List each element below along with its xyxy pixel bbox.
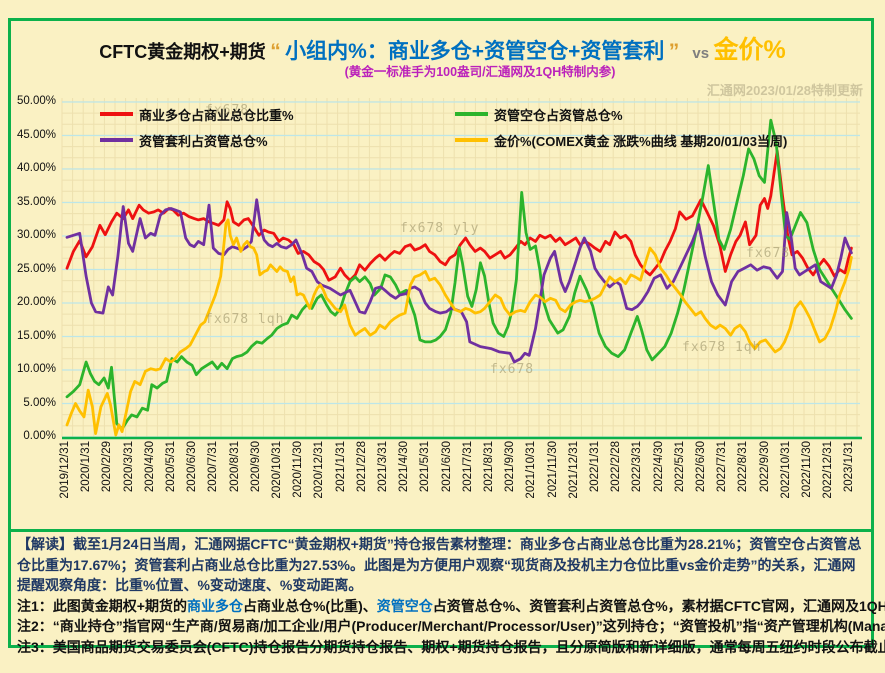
- x-tick-label: 2022/9/30: [758, 441, 771, 493]
- title-open-quote: “: [270, 40, 281, 63]
- note-text: 【解读】截至1月24日当周，汇通网据CFTC“黄金期权+期货”持仓报告素材整理：…: [17, 536, 862, 593]
- x-tick-label: 2022/2/28: [610, 441, 623, 493]
- y-tick-label: 25.00%: [16, 262, 56, 275]
- note-3: 注3：美国商品期货交易委员会(CFTC)持仓报告分期货持仓报告、期权+期货持仓报…: [17, 637, 885, 658]
- x-tick-label: 2022/5/31: [673, 441, 686, 493]
- y-tick-label: 30.00%: [16, 229, 56, 241]
- x-tick-label: 2020/5/31: [165, 441, 177, 493]
- fx678-watermark: fx678 1qh: [682, 340, 762, 355]
- x-tick-label: 2021/2/28: [355, 441, 368, 493]
- line-chart: [61, 98, 862, 440]
- x-tick-label: 2022/7/31: [716, 441, 729, 493]
- x-tick-label: 2021/10/31: [525, 441, 538, 499]
- y-tick-label: 10.00%: [16, 363, 56, 375]
- legend-item-0: 商业多仓占商业总仓比重%: [100, 106, 294, 123]
- y-tick-label: 45.00%: [16, 128, 56, 141]
- y-tick-label: 5.00%: [23, 396, 56, 409]
- note-text: 注3：美国商品期货交易委员会(CFTC)持仓报告分期货持仓报告、期权+期货持仓报…: [17, 638, 885, 655]
- x-tick-label: 2020/1/31: [80, 441, 93, 493]
- x-tick-label: 2020/11/30: [292, 441, 305, 498]
- x-tick-label: 2021/3/31: [377, 441, 389, 493]
- legend-item-1: 资管空仓占资管总仓%: [455, 106, 623, 123]
- x-tick-label: 2021/11/30: [546, 441, 559, 498]
- x-tick-label: 2019/12/31: [59, 441, 71, 499]
- note-text: 占商业总仓%(比重)、: [242, 597, 377, 614]
- title-main: 小组内%：商业多仓+资管空仓+资管套利: [285, 40, 665, 63]
- fx678-watermark: fx678 yly: [400, 221, 480, 236]
- notes-box: 【解读】截至1月24日当周，汇通网据CFTC“黄金期权+期货”持仓报告素材整理：…: [8, 531, 885, 655]
- y-tick-label: 0.00%: [23, 430, 56, 442]
- legend-label: 金价%(COMEX黄金 涨跌%曲线 基期20/01/03当周): [494, 133, 788, 149]
- x-tick-label: 2020/10/31: [271, 441, 283, 499]
- y-tick-label: 40.00%: [16, 162, 56, 174]
- legend-label: 商业多仓占商业总仓比重%: [139, 107, 294, 123]
- x-tick-label: 2023/1/31: [843, 441, 856, 493]
- x-tick-label: 2020/6/30: [186, 441, 199, 493]
- legend-swatch-icon: [455, 138, 488, 142]
- page-title: CFTC黄金期权+期货 “ 小组内%：商业多仓+资管空仓+资管套利 ” vs 金…: [0, 30, 885, 66]
- fx678-watermark: fx678: [490, 362, 535, 377]
- y-tick-label: 50.00%: [16, 95, 56, 107]
- fx678-watermark: fx678 lqh: [205, 312, 285, 327]
- x-tick-label: 2021/6/30: [440, 441, 453, 493]
- series-line-1: [65, 118, 853, 431]
- series-line-2: [65, 198, 853, 364]
- note-1: 注1：此图黄金期权+期货的商业多仓占商业总仓%(比重)、资管空仓占资管总仓%、资…: [17, 596, 885, 617]
- x-tick-label: 2022/6/30: [695, 441, 707, 493]
- y-tick-label: 35.00%: [16, 195, 56, 208]
- x-tick-label: 2020/7/31: [207, 441, 220, 493]
- title-close-quote: ”: [668, 40, 680, 63]
- x-tick-label: 2020/3/31: [122, 441, 135, 493]
- x-tick-label: 2022/3/31: [631, 441, 644, 493]
- x-tick-label: 2022/11/30: [801, 441, 813, 498]
- note-text: 占资管总仓%、资管套利占资管总仓%，素材据CFTC官网，汇通网及1QH特制多图详…: [432, 597, 885, 614]
- title-gold-label: 金价%: [713, 36, 786, 64]
- note-text: 注1：此图黄金期权+期货的: [17, 597, 187, 614]
- x-tick-label: 2020/12/31: [313, 441, 326, 499]
- green-divider: [8, 529, 874, 532]
- x-tick-label: 2022/4/30: [652, 441, 665, 493]
- note-highlight: 商业多仓: [186, 597, 243, 614]
- interpretation-paragraph: 【解读】截至1月24日当周，汇通网据CFTC“黄金期权+期货”持仓报告素材整理：…: [17, 534, 865, 596]
- legend-swatch-icon: [100, 112, 133, 116]
- x-tick-label: 2020/9/30: [249, 441, 262, 493]
- legend-label: 资管空仓占资管总仓%: [494, 107, 623, 123]
- series-line-3: [65, 218, 853, 437]
- x-tick-label: 2022/12/31: [822, 441, 835, 499]
- x-tick-label: 2020/2/29: [101, 441, 114, 493]
- note-highlight: 资管空仓: [376, 597, 433, 614]
- note-2: 注2：“商业持仓”指官网“生产商/贸易商/加工企业/用户(Producer/Me…: [17, 616, 885, 637]
- x-tick-label: 2021/9/30: [504, 441, 517, 493]
- x-tick-label: 2021/7/31: [461, 441, 474, 493]
- x-tick-label: 2022/1/31: [589, 441, 601, 493]
- update-watermark: 汇通网2023/01/28特制更新: [706, 83, 863, 98]
- x-tick-label: 2021/5/31: [419, 441, 432, 493]
- fx678-watermark: fx678: [205, 103, 250, 118]
- legend-swatch-icon: [455, 112, 488, 116]
- title-vs-text: vs: [692, 45, 710, 62]
- x-tick-label: 2020/4/30: [143, 441, 156, 493]
- subtitle: (黄金一标准手为100盎司/汇通网及1QH特制内参): [344, 65, 616, 79]
- title-prefix: CFTC黄金期权+期货: [99, 42, 266, 62]
- fx678-watermark: fx678: [746, 246, 791, 261]
- x-tick-label: 2022/10/31: [779, 441, 792, 499]
- legend-swatch-icon: [100, 138, 133, 142]
- legend-label: 资管套利占资管总仓%: [139, 133, 268, 149]
- x-tick-label: 2021/12/31: [567, 441, 580, 499]
- y-tick-label: 20.00%: [16, 296, 56, 308]
- x-tick-label: 2021/8/31: [483, 441, 495, 493]
- x-tick-label: 2021/4/30: [398, 441, 411, 493]
- note-text: 注2：“商业持仓”指官网“生产商/贸易商/加工企业/用户(Producer/Me…: [17, 618, 885, 634]
- x-tick-label: 2021/1/31: [334, 441, 347, 493]
- y-tick-label: 15.00%: [16, 329, 56, 342]
- x-tick-label: 2022/8/31: [737, 441, 750, 493]
- legend-item-2: 资管套利占资管总仓%: [100, 132, 268, 149]
- legend-item-3: 金价%(COMEX黄金 涨跌%曲线 基期20/01/03当周): [455, 132, 788, 149]
- x-tick-label: 2020/8/31: [228, 441, 241, 493]
